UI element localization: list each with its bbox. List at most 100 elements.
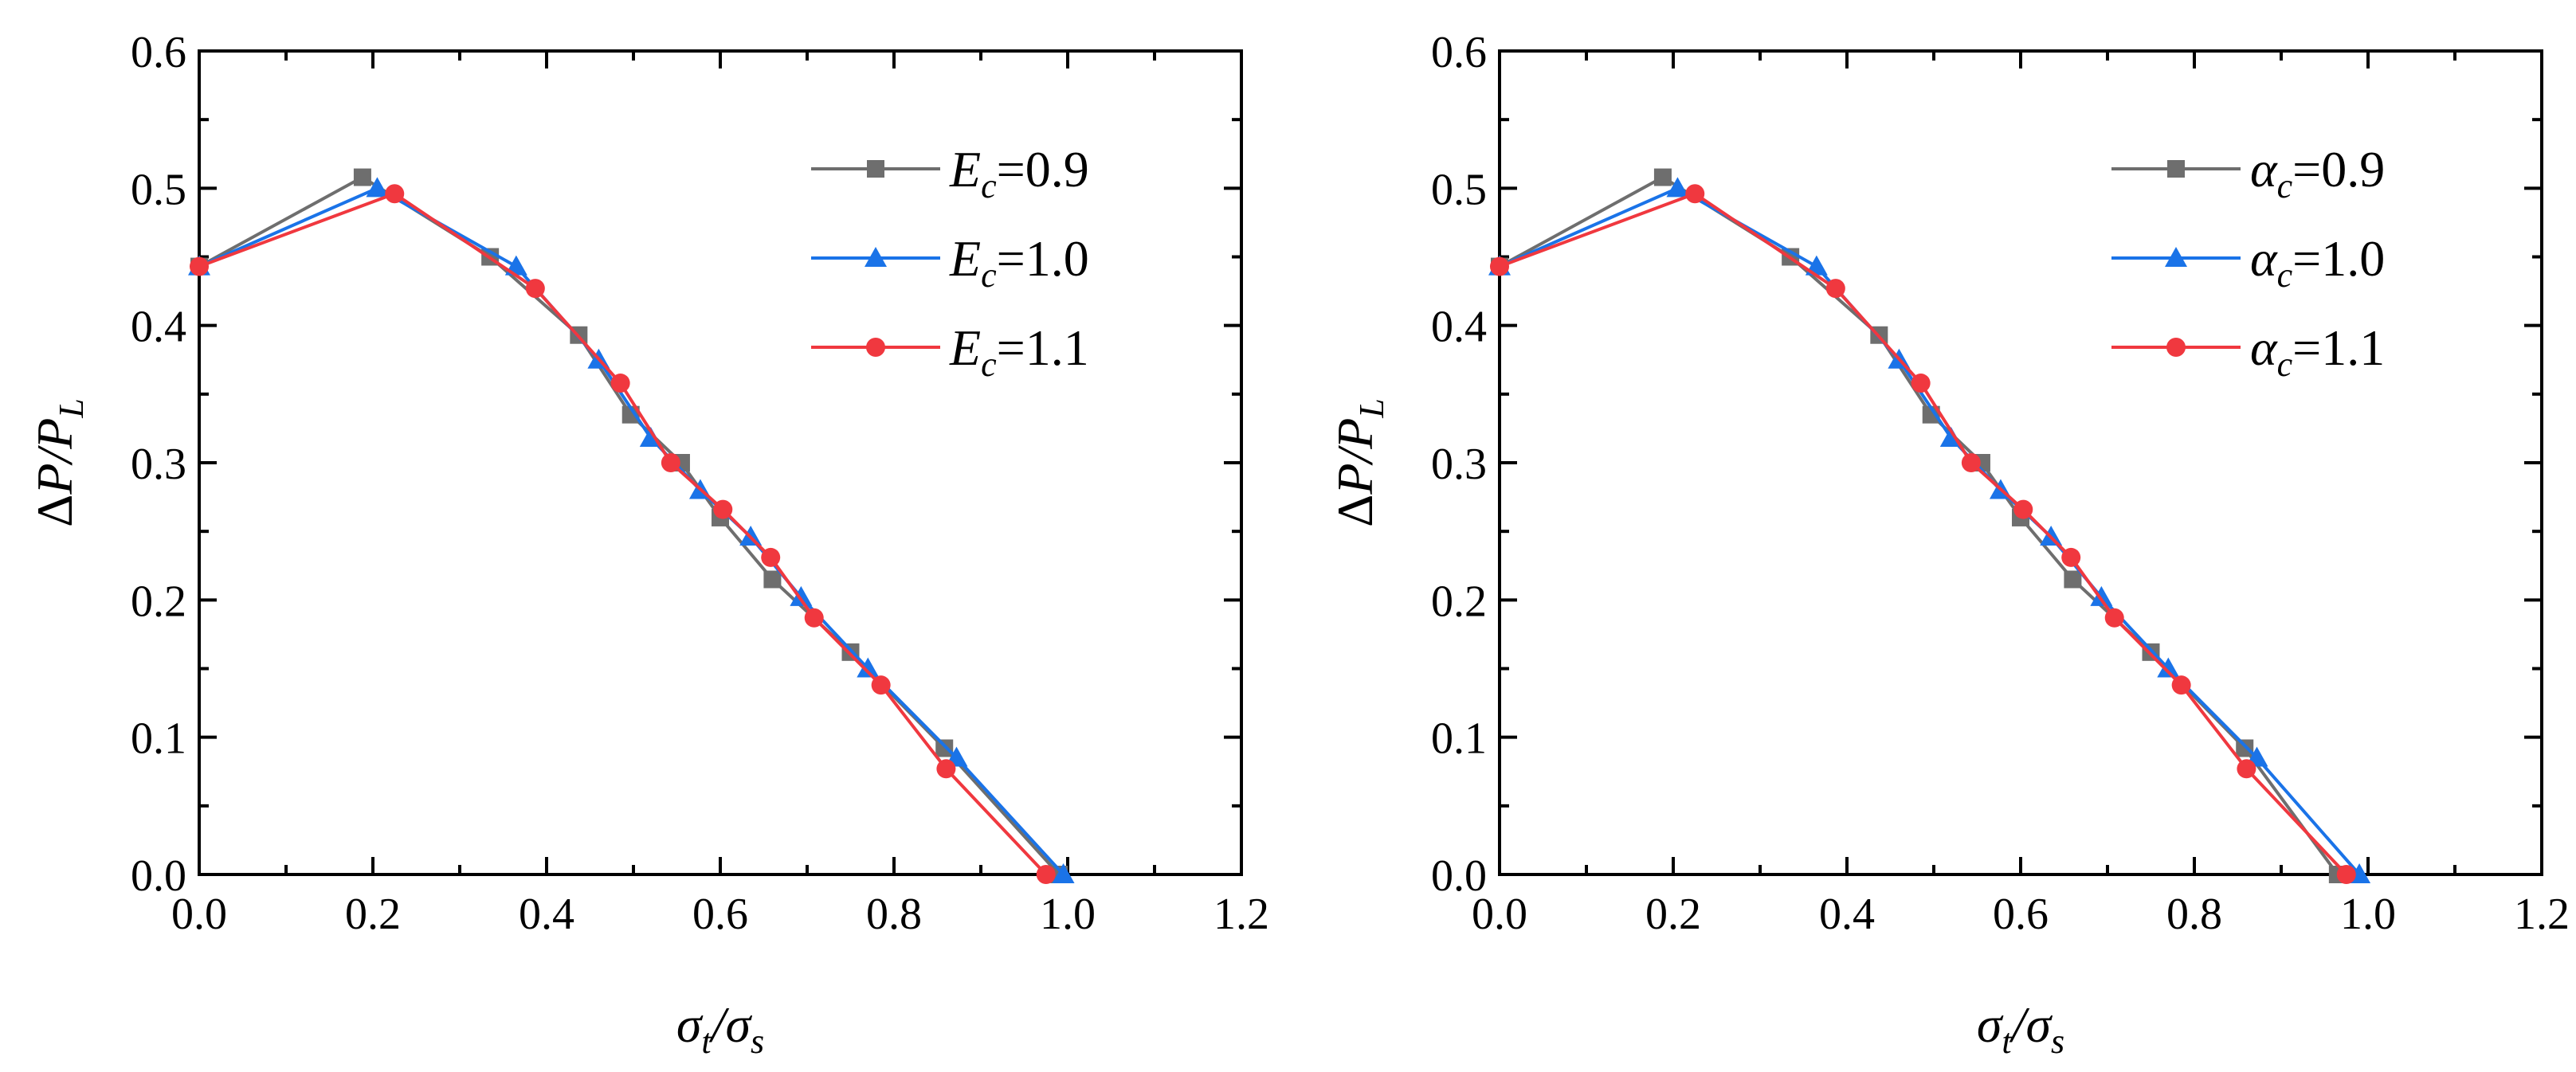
- data-point: [2064, 570, 2082, 589]
- data-point: [366, 177, 389, 198]
- x-tick-label: 1.2: [1214, 890, 1269, 939]
- y-tick-label: 0.5: [1431, 165, 1487, 214]
- data-point: [1911, 374, 1931, 393]
- data-point: [1653, 168, 1672, 186]
- data-point: [385, 184, 405, 204]
- legend: Ec=0.9 Ec=1.0 Ec=1.1: [811, 141, 1089, 384]
- legend: αc=0.9 αc=1.0 αc=1.1: [2111, 141, 2385, 384]
- data-point: [190, 256, 209, 276]
- x-tick-label: 1.0: [1040, 890, 1096, 939]
- data-point: [1805, 255, 1828, 276]
- data-point: [2090, 585, 2113, 606]
- legend-marker: [865, 247, 887, 267]
- data-point: [790, 585, 813, 606]
- data-point: [857, 657, 880, 678]
- data-point: [1666, 177, 1689, 198]
- x-tick-label: 0.4: [1819, 890, 1875, 939]
- y-tick-label: 0.2: [1431, 577, 1487, 626]
- data-point: [804, 608, 824, 628]
- legend-label: Ec=0.9: [949, 141, 1089, 205]
- legend-marker: [867, 160, 884, 178]
- data-point: [353, 168, 371, 186]
- x-tick-label: 0.0: [1472, 890, 1527, 939]
- legend-label: αc=1.0: [2250, 230, 2385, 295]
- data-point: [2336, 865, 2356, 884]
- x-axis-title: σt/σs: [1977, 996, 2064, 1061]
- x-tick-label: 0.2: [345, 890, 401, 939]
- legend-marker: [2166, 338, 2186, 357]
- series-line: [1499, 191, 2348, 876]
- data-point: [1961, 453, 1981, 472]
- legend-marker: [866, 338, 885, 357]
- legend-label: αc=1.1: [2250, 319, 2385, 384]
- y-tick-label: 0.3: [1431, 440, 1487, 489]
- x-tick-label: 0.4: [519, 890, 574, 939]
- data-point: [2157, 657, 2180, 678]
- series-2: [188, 177, 1075, 883]
- x-tick-label: 1.2: [2514, 890, 2570, 939]
- data-point: [1685, 184, 1705, 204]
- data-point: [504, 255, 527, 276]
- y-tick-label: 0.4: [1431, 303, 1487, 352]
- x-tick-label: 1.0: [2340, 890, 2396, 939]
- series-3: [190, 184, 1056, 884]
- data-point: [2237, 759, 2256, 779]
- data-point: [661, 453, 680, 472]
- x-tick-label: 0.8: [866, 890, 922, 939]
- chart-panel-2: 0.0 0.2 0.4 0.6 0.8 1.0 1.2 0.0 0.1 0.2 0.3 0.4 0.5 0…: [1327, 28, 2570, 1061]
- y-axis-title: ΔP/PL: [1327, 398, 1391, 527]
- y-tick-label: 0.6: [131, 28, 186, 77]
- series-line: [1499, 186, 2361, 876]
- data-point: [1825, 279, 1845, 299]
- series-1: [190, 168, 1068, 883]
- y-tick-label: 0.4: [131, 303, 186, 352]
- series-2: [1488, 177, 2371, 883]
- x-axis-title: σt/σs: [676, 996, 764, 1061]
- legend-label: αc=0.9: [2250, 141, 2385, 205]
- data-point: [871, 675, 891, 695]
- legend-label: Ec=1.0: [949, 230, 1089, 295]
- series-3: [1490, 184, 2356, 884]
- x-tick-label: 0.6: [1993, 890, 2049, 939]
- data-point: [936, 759, 956, 779]
- data-point: [2013, 499, 2033, 519]
- data-point: [525, 279, 545, 299]
- data-point: [621, 405, 640, 424]
- y-tick-label: 0.2: [131, 577, 186, 626]
- data-point: [1922, 405, 1940, 424]
- y-axis-title: ΔP/PL: [26, 398, 91, 527]
- legend-label: Ec=1.1: [949, 319, 1089, 384]
- y-tick-label: 0.6: [1431, 28, 1487, 77]
- data-point: [2236, 739, 2254, 757]
- data-point: [2061, 547, 2081, 567]
- data-point: [763, 570, 782, 589]
- data-point: [713, 499, 733, 519]
- data-point: [2171, 675, 2191, 695]
- y-tick-label: 0.5: [131, 165, 186, 214]
- chart-panel-1: 0.0 0.2 0.4 0.6 0.8 1.0 1.2 0.0 0.1 0.2 0.3 0.4 0.5 0…: [26, 28, 1269, 1061]
- data-point: [935, 739, 954, 757]
- data-point: [1490, 256, 1509, 276]
- data-point: [761, 547, 781, 567]
- y-tick-label: 0.3: [131, 440, 186, 489]
- data-point: [2104, 608, 2124, 628]
- series-line: [198, 175, 1061, 876]
- series-line: [1499, 175, 2339, 876]
- series-line: [198, 191, 1048, 876]
- legend-marker: [2167, 160, 2185, 178]
- x-tick-label: 0.8: [2166, 890, 2222, 939]
- x-tick-label: 0.0: [171, 890, 227, 939]
- legend-marker: [2165, 247, 2187, 267]
- y-tick-label: 0.0: [131, 851, 186, 901]
- y-tick-label: 0.1: [131, 714, 186, 764]
- data-point: [1036, 865, 1056, 884]
- y-tick-label: 0.1: [1431, 714, 1487, 764]
- data-point: [1052, 863, 1075, 883]
- data-point: [610, 374, 630, 393]
- series-line: [198, 186, 1065, 876]
- x-tick-label: 0.2: [1645, 890, 1701, 939]
- x-tick-label: 0.6: [692, 890, 748, 939]
- y-tick-label: 0.0: [1431, 851, 1487, 901]
- series-1: [1491, 168, 2347, 883]
